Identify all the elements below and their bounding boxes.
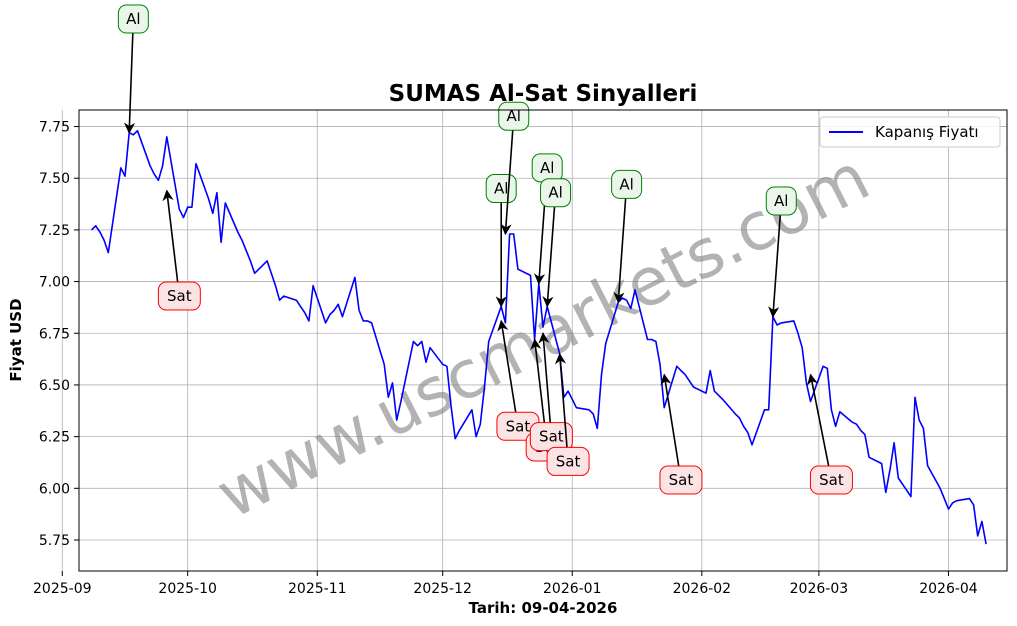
buy-signal-label: Al	[548, 184, 562, 202]
buy-signal-box	[611, 169, 643, 199]
y-tick-label: 7.25	[39, 223, 70, 239]
signal-arrow	[806, 373, 830, 467]
buy-signal-label: Al	[126, 10, 140, 28]
y-axis-label: Fiyat USD	[7, 298, 25, 381]
sell-signal-label: Sat	[539, 428, 564, 446]
buy-signal-label: Al	[774, 192, 788, 210]
signal-arrow	[768, 214, 782, 318]
sell-signal: Sat	[496, 319, 540, 441]
legend: Kapanış Fiyatı	[819, 116, 1001, 148]
x-tick-label: 2025-09	[33, 581, 92, 597]
buy-signal: Al	[611, 169, 643, 304]
y-tick-label: 7.50	[39, 171, 70, 187]
y-tick-label: 6.25	[39, 430, 70, 446]
x-tick-label: 2026-01	[543, 581, 602, 597]
buy-signal-label: Al	[540, 159, 554, 177]
y-tick-label: 6.00	[39, 481, 70, 497]
y-tick-label: 5.75	[39, 533, 70, 549]
y-tick-label: 7.00	[39, 275, 70, 291]
sell-signal: Sat	[157, 189, 201, 311]
chart-title: SUMAS Al-Sat Sinyalleri	[389, 81, 698, 107]
signal-arrow	[542, 206, 556, 308]
x-tick-label: 2026-04	[919, 581, 978, 597]
buy-signal-box	[540, 178, 572, 208]
legend-label: Kapanış Fiyatı	[875, 123, 979, 141]
sell-signal-box	[546, 446, 590, 476]
sell-signal-box	[157, 281, 201, 311]
sell-signal-label: Sat	[669, 471, 694, 489]
signal-arrow	[660, 373, 680, 467]
sell-signal-box	[659, 465, 703, 495]
sell-signal-label: Sat	[506, 417, 531, 435]
signal-arrow	[530, 338, 547, 434]
sell-signal: Sat	[546, 352, 590, 476]
sell-signal-label: Sat	[819, 471, 844, 489]
sell-signal-label: Sat	[167, 287, 192, 305]
buy-signal-label: Al	[507, 107, 521, 125]
buy-signal-label: Al	[494, 180, 508, 198]
signal-arrow	[162, 189, 179, 283]
x-tick-label: 2025-10	[158, 581, 217, 597]
plot-frame	[78, 109, 1008, 572]
signal-arrow	[538, 332, 552, 423]
x-tick-label: 2025-12	[413, 581, 472, 597]
buy-signal-label: Al	[619, 175, 633, 193]
buy-signal: Al	[765, 186, 797, 318]
y-tick-label: 7.75	[39, 120, 70, 136]
buy-signal-box	[117, 4, 149, 34]
y-tick-label: 6.50	[39, 378, 70, 394]
buy-signal: Al	[117, 4, 149, 134]
tick-layer: 2025-09 2025-10 2025-11 2025-12 2026-01 2026-…	[33, 120, 978, 597]
buy-signal-box	[765, 186, 797, 216]
buy-signal: Al	[498, 101, 530, 236]
sell-signal: Sat	[659, 373, 703, 495]
x-tick-label: 2025-11	[288, 581, 347, 597]
y-tick-label: 6.75	[39, 326, 70, 342]
signal-arrow	[613, 198, 627, 304]
sell-signal-box	[809, 465, 853, 495]
x-axis-label: Tarih: 09-04-2026	[469, 599, 618, 617]
legend-box	[819, 116, 1001, 148]
signal-arrow	[500, 130, 514, 236]
buy-signal-box	[498, 101, 530, 131]
sell-signal: Sat	[529, 332, 573, 452]
x-tick-label: 2026-02	[673, 581, 732, 597]
signal-arrow	[123, 33, 136, 134]
x-tick-label: 2026-03	[790, 581, 849, 597]
sell-signal: Sat	[806, 373, 853, 495]
signal-layer: AlSatAlSatAlSatAlSatAlSatAlSatAlSat	[117, 4, 853, 495]
signal-arrow	[497, 319, 517, 413]
buy-signal: Al	[540, 178, 572, 308]
sell-signal-label: Sat	[556, 452, 581, 470]
signal-arrow	[554, 352, 568, 448]
